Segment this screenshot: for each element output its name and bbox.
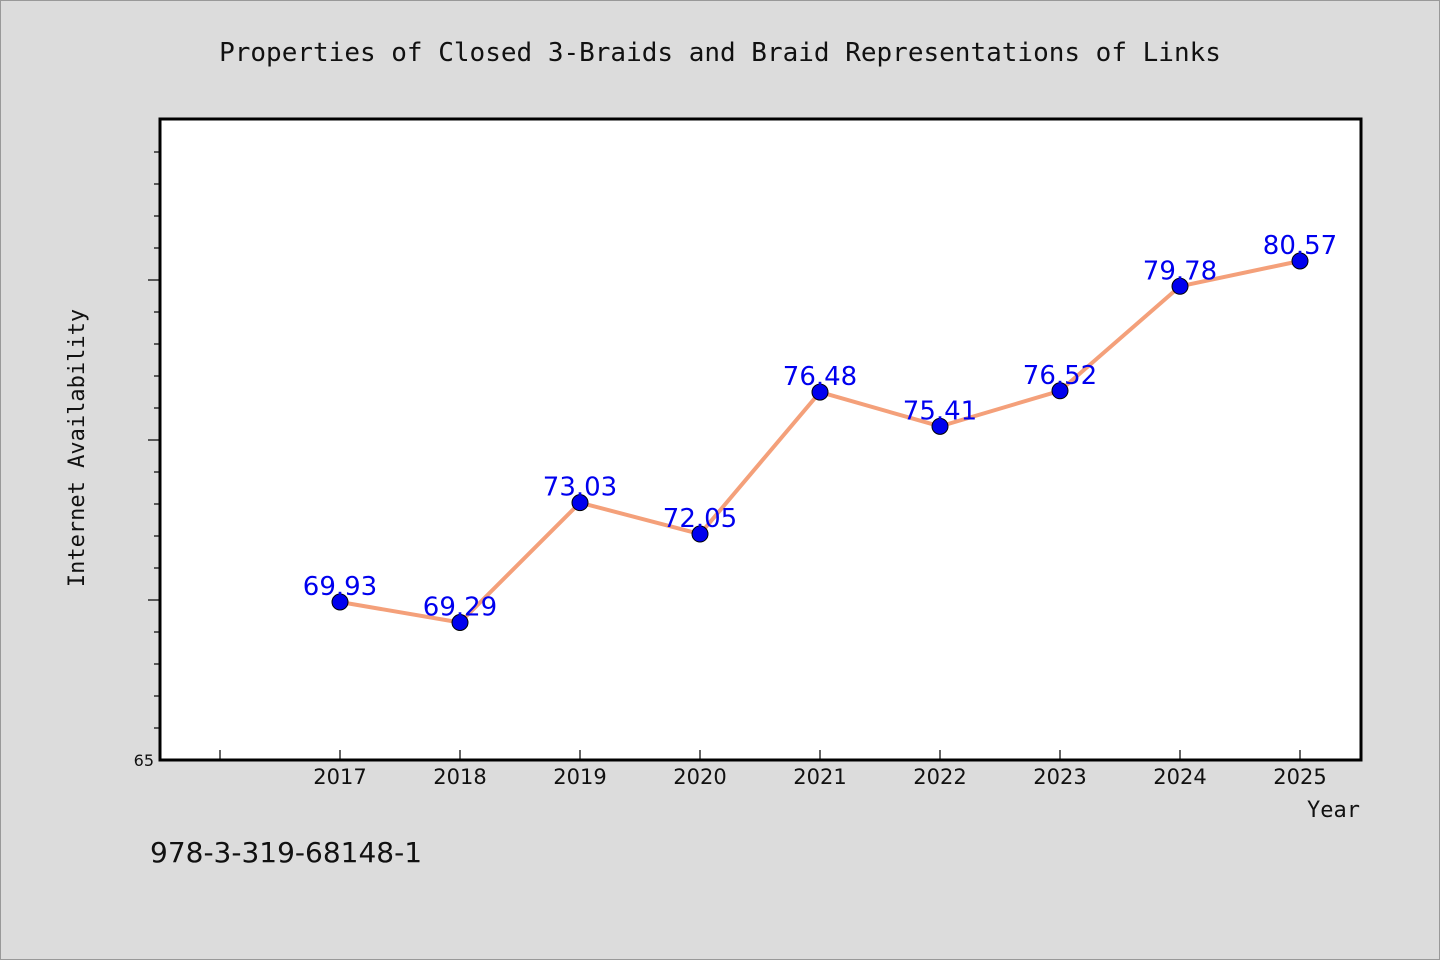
data-point xyxy=(691,525,709,543)
data-point xyxy=(931,417,949,435)
y-axis-label: Internet Availability xyxy=(65,309,90,587)
data-point xyxy=(571,494,589,512)
data-label: 76.52 xyxy=(1023,361,1097,391)
x-tick-label: 2017 xyxy=(313,765,366,789)
x-tick-label: 2020 xyxy=(673,765,726,789)
chart-title: Properties of Closed 3-Braids and Braid … xyxy=(219,38,1221,68)
data-label: 80.57 xyxy=(1263,231,1337,261)
x-tick-label: 2023 xyxy=(1033,765,1086,789)
x-tick-label: 2022 xyxy=(913,765,966,789)
data-label: 69.93 xyxy=(303,572,377,602)
x-axis-label: Year xyxy=(1307,798,1360,823)
data-point xyxy=(811,383,829,401)
series-layer: 69.93 69.29 73.03 72.05 76.48 75.41 76.52 79.78… xyxy=(303,231,1337,632)
data-point xyxy=(331,593,349,611)
x-tick-label: 2021 xyxy=(793,765,846,789)
isbn-footer: 978-3-319-68148-1 xyxy=(150,836,422,869)
x-tick-label: 2019 xyxy=(553,765,606,789)
data-label: 73.03 xyxy=(543,473,617,503)
data-label: 79.78 xyxy=(1143,256,1217,286)
data-point xyxy=(1171,277,1189,295)
data-point xyxy=(1051,382,1069,400)
data-label: 69.29 xyxy=(423,593,497,623)
x-tick-label: 2025 xyxy=(1273,765,1326,789)
data-label: 75.41 xyxy=(903,396,977,426)
y-tick-label: 65 xyxy=(134,751,154,770)
x-tick-label: 2018 xyxy=(433,765,486,789)
plot-area xyxy=(158,117,1363,762)
data-point xyxy=(451,614,469,632)
data-point xyxy=(1291,252,1309,270)
y-axis-ticks: 65 xyxy=(134,151,160,770)
data-label: 72.05 xyxy=(663,504,737,534)
x-tick-label: 2024 xyxy=(1153,765,1206,789)
data-label: 76.48 xyxy=(783,362,857,392)
x-axis-ticks: 2017 2018 2019 2020 2021 2022 2023 2024 2025 xyxy=(219,750,1327,789)
